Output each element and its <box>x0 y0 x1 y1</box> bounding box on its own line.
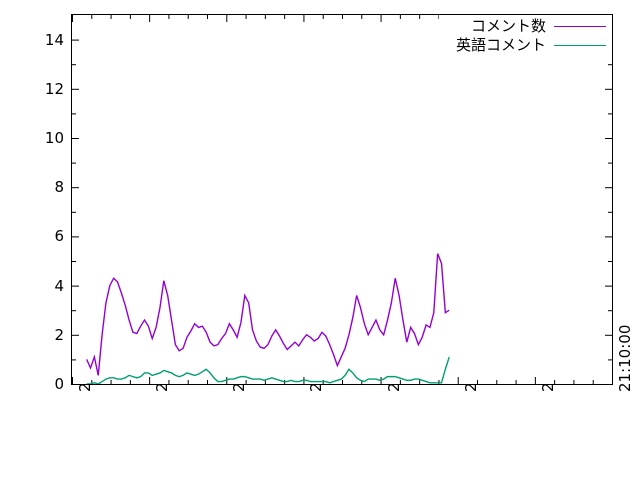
plot-area <box>71 14 613 385</box>
y-tick-label: 0 <box>54 375 64 393</box>
y-tick-label: 4 <box>54 276 64 295</box>
y-tick-label: 8 <box>54 178 64 197</box>
legend-label: コメント数 <box>470 17 546 35</box>
series-line-2 <box>86 356 450 384</box>
chart-legend: コメント数 英語コメント <box>439 15 612 57</box>
plot-canvas <box>72 15 612 384</box>
y-axis-tick-labels: 0 2 4 6 8 10 12 14 <box>0 0 64 480</box>
x-tick-label: 21:10:00 <box>616 324 634 392</box>
legend-color-swatch <box>554 26 606 27</box>
y-tick-label: 2 <box>54 325 64 344</box>
y-tick-label: 6 <box>54 227 64 246</box>
legend-label: 英語コメント <box>455 36 546 54</box>
y-tick-label: 14 <box>44 30 64 49</box>
legend-color-swatch <box>554 45 606 46</box>
legend-entry: 英語コメント <box>439 36 612 55</box>
y-tick-label: 10 <box>44 129 64 147</box>
series-line-1 <box>86 253 450 376</box>
legend-entry: コメント数 <box>439 17 612 36</box>
y-tick-label: 12 <box>44 79 64 98</box>
